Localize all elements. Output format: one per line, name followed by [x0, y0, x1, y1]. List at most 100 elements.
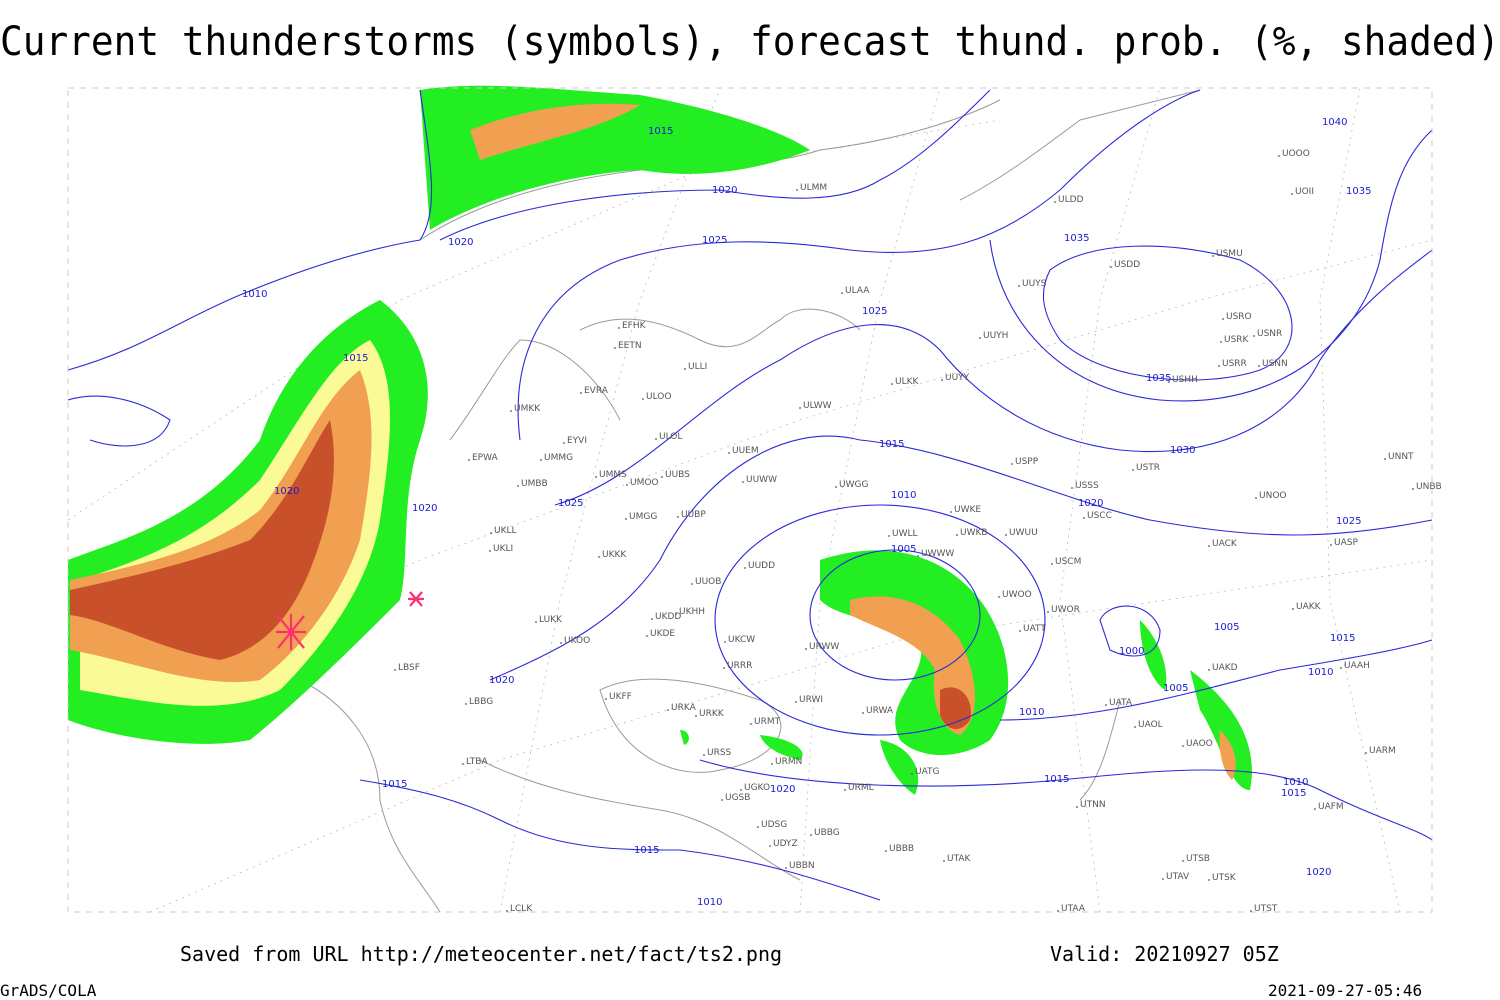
station-label: UUYS [1022, 279, 1047, 289]
isobar-label: 1020 [1078, 498, 1103, 509]
station-label: UATG [915, 767, 940, 777]
station-dot [675, 613, 677, 615]
station-label: EPWA [472, 453, 499, 463]
thunderstorm-symbol [276, 591, 424, 650]
station-dot [1054, 201, 1056, 203]
thunderstorm-symbols [276, 591, 424, 650]
station-label: LBSF [398, 663, 420, 673]
station-dot [1220, 341, 1222, 343]
isobar-label: 1025 [862, 306, 887, 317]
station-label: URMT [754, 717, 781, 727]
coastline [959, 89, 1201, 201]
isobar [989, 129, 1433, 402]
station-label: UACK [1212, 539, 1238, 549]
station-label: UKHH [679, 607, 705, 617]
station-dot [490, 532, 492, 534]
grid-line [67, 239, 1433, 721]
station-dot [465, 703, 467, 705]
station-dot [510, 410, 512, 412]
isobar-label: 1010 [891, 490, 916, 501]
isobar [554, 249, 1433, 506]
station-label: UDYZ [773, 839, 798, 849]
station-dot [810, 834, 812, 836]
station-label: UATA [1109, 698, 1133, 708]
station-dot [695, 715, 697, 717]
station-dot [1162, 878, 1164, 880]
grid-line [149, 559, 1433, 913]
station-label: URKA [671, 703, 697, 713]
station-dot [771, 763, 773, 765]
station-dot [580, 392, 582, 394]
station-label: URKK [699, 709, 725, 719]
station-label: UWWW [921, 549, 954, 559]
isobar-label: 1015 [343, 353, 368, 364]
isobar-label: 1020 [489, 675, 514, 686]
station-dot [721, 799, 723, 801]
station-dot [1292, 608, 1294, 610]
prob-area [940, 687, 971, 730]
isobar-label: 1025 [558, 498, 583, 509]
isobar-label: 1010 [242, 289, 267, 300]
isobar-label: 1020 [448, 237, 473, 248]
station-label: UWKE [954, 505, 981, 515]
station-label: UMMS [599, 470, 627, 480]
station-label: UATT [1023, 624, 1046, 634]
station-label: UAOO [1186, 739, 1213, 749]
station-label: UTSB [1186, 854, 1210, 864]
coastline [479, 759, 801, 881]
isobar-label: 1020 [712, 185, 737, 196]
coastline [579, 308, 861, 348]
station-label: UMKK [514, 404, 541, 414]
station-dot [626, 484, 628, 486]
station-dot [750, 723, 752, 725]
station-label: UMMG [544, 453, 573, 463]
isobar-label: 1005 [1214, 622, 1239, 633]
station-dot [1168, 381, 1170, 383]
source-url: Saved from URL http://meteocenter.net/fa… [180, 942, 782, 966]
isobar-label: 1010 [697, 897, 722, 908]
station-dot [1018, 285, 1020, 287]
station-dot [1208, 669, 1210, 671]
station-dot [691, 583, 693, 585]
station-dot [744, 567, 746, 569]
station-dot [888, 535, 890, 537]
station-dot [517, 485, 519, 487]
station-dot [1258, 365, 1260, 367]
isobar-label: 1015 [1330, 633, 1355, 644]
station-label: UKCW [728, 635, 755, 645]
station-dot [841, 292, 843, 294]
station-label: UKKK [602, 550, 627, 560]
station-label: ULLI [688, 362, 707, 372]
isobar [517, 89, 1201, 441]
station-label: URWW [809, 642, 839, 652]
station-dot [1330, 544, 1332, 546]
station-label: UTSK [1212, 873, 1237, 883]
map-labels: 1015 1040 1035 1020 1020 1025 1035 1010 1025 1015… [242, 117, 1442, 914]
thunderstorm-probability [68, 85, 1252, 795]
station-label: URML [848, 783, 874, 793]
station-dot [661, 476, 663, 478]
station-label: ULOL [659, 432, 682, 442]
station-label: UBBG [814, 828, 840, 838]
station-label: LBBG [469, 697, 493, 707]
station-dot [1314, 808, 1316, 810]
isobar-label: 1025 [702, 235, 727, 246]
station-dot [703, 754, 705, 756]
isobars [67, 89, 1433, 901]
station-label: USDD [1114, 260, 1140, 270]
station-label: UKOO [564, 636, 590, 646]
map-border [67, 87, 1433, 913]
station-label: UNNT [1388, 452, 1414, 462]
station-label: UKDD [655, 612, 681, 622]
station-label: UUDD [748, 561, 775, 571]
station-label: UTAV [1166, 872, 1190, 882]
station-dot [1340, 667, 1342, 669]
station-label: UOII [1295, 187, 1314, 197]
software: GrADS/COLA [0, 981, 97, 1000]
isobar-label: 1010 [1308, 667, 1333, 678]
isobar-label: 1000 [1119, 646, 1144, 657]
isobar [699, 759, 1433, 841]
station-label: UTAA [1061, 904, 1086, 914]
station-dot [724, 641, 726, 643]
